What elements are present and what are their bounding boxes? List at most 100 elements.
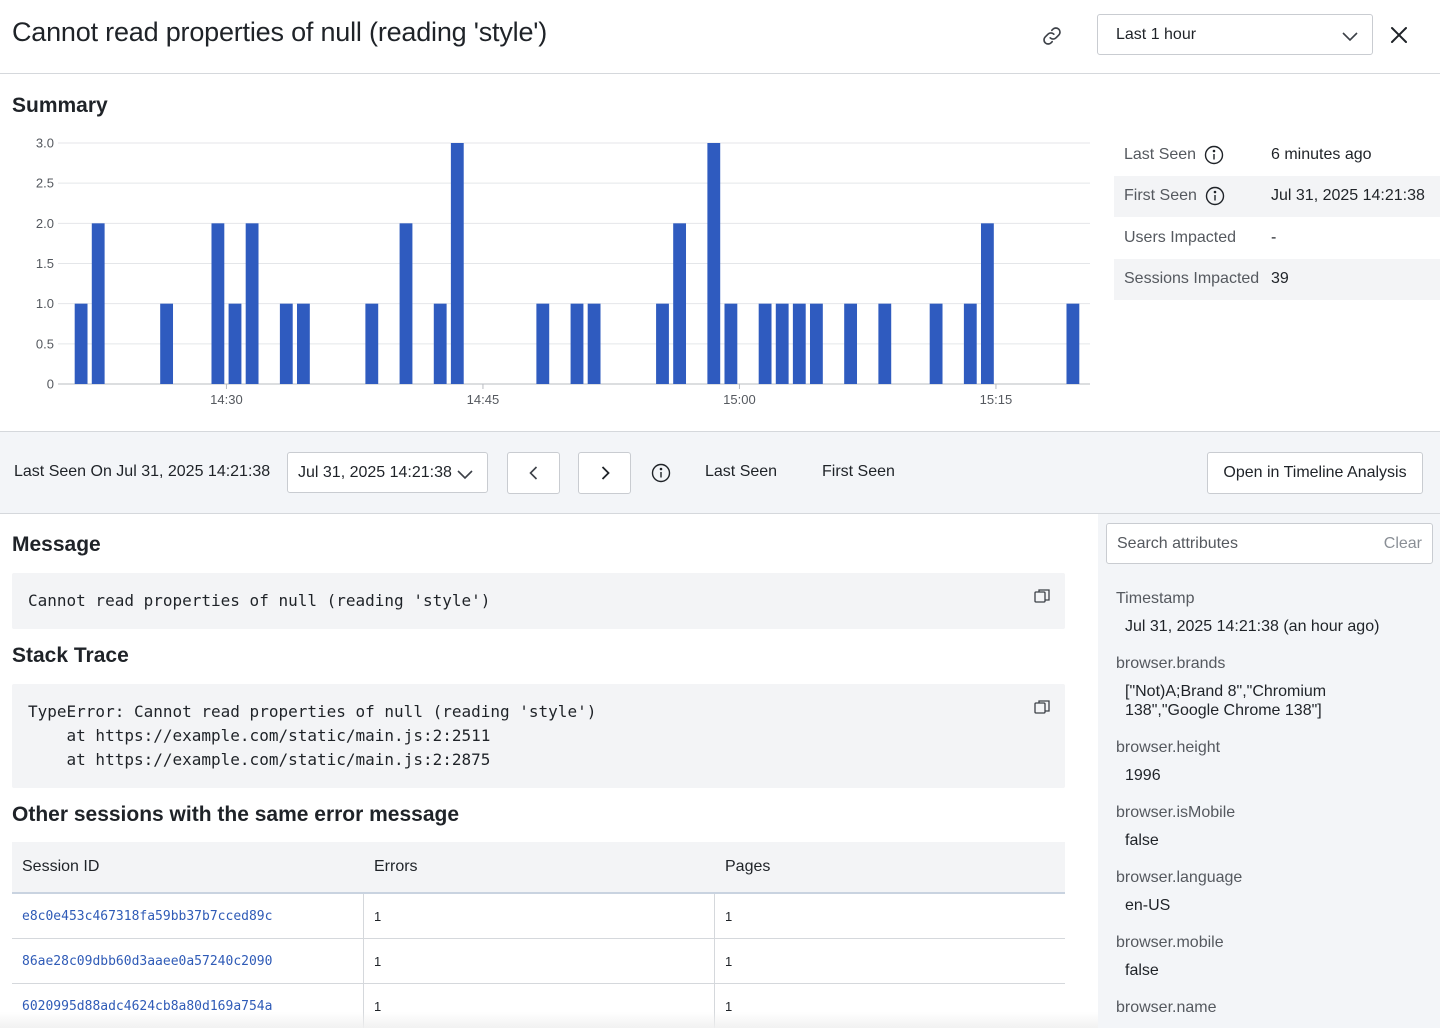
stat-last-seen: Last Seen 6 minutes ago (1114, 134, 1440, 176)
attribute-value: ["Not)A;Brand 8","Chromium 138","Google … (1125, 683, 1327, 719)
y-tick-label: 3.0 (36, 136, 54, 151)
chart-bar (929, 303, 943, 384)
session-id-link[interactable]: e8c0e453c467318fa59bb37b7cced89c (22, 908, 273, 924)
occurrence-value: Jul 31, 2025 14:21:38 (298, 463, 452, 481)
chart-bar (1066, 303, 1080, 384)
session-id-link[interactable]: 86ae28c09dbb60d3aaee0a57240c2090 (22, 953, 273, 969)
chevron-right-icon (601, 466, 610, 480)
stat-sessions-impacted: Sessions Impacted 39 (1114, 258, 1440, 300)
chart-bar (279, 303, 293, 384)
chart-bar (570, 303, 584, 384)
chart-bar (878, 303, 892, 384)
last-seen-on-label: Last Seen On Jul 31, 2025 14:21:38 (14, 463, 271, 480)
attribute-value: false (1125, 962, 1159, 979)
copy-icon[interactable] (1033, 698, 1051, 716)
column-header[interactable]: Pages (725, 858, 771, 875)
error-detail-header: Cannot read properties of null (reading … (0, 0, 1440, 74)
chart-bar (775, 303, 789, 384)
attribute-key: Timestamp (1116, 590, 1195, 607)
stat-value: - (1271, 228, 1277, 246)
stack-line: at https://example.com/static/main.js:2:… (28, 726, 491, 745)
previous-occurrence-button[interactable] (507, 452, 560, 494)
attribute-value: en-US (1125, 897, 1171, 914)
chart-bar (245, 223, 259, 384)
summary-stats: Last Seen 6 minutes ago First Seen Jul 3… (1114, 134, 1440, 300)
chart-bar (74, 303, 88, 384)
attribute-key: browser.language (1116, 869, 1243, 886)
sessions-table: Session ID Errors Pages e8c0e453c467318f… (12, 842, 1065, 1028)
scroll-fade (0, 1012, 1098, 1028)
open-timeline-analysis-button[interactable]: Open in Timeline Analysis (1207, 452, 1423, 494)
attribute-value: Jul 31, 2025 14:21:38 (an hour ago) (1125, 618, 1380, 635)
stat-label: First Seen (1124, 187, 1197, 205)
jump-last-seen-link[interactable]: Last Seen (705, 463, 778, 480)
occurrences-bar-chart: 0 0.5 1.0 1.5 2.0 2.5 3.0 14:30 14:45 15:00 15:15 (36, 136, 1090, 407)
time-range-select[interactable]: Last 1 hour (1097, 14, 1373, 55)
pages-cell: 1 (725, 953, 733, 969)
table-row: e8c0e453c467318fa59bb37b7cced89c 1 1 (12, 894, 1065, 939)
column-header[interactable]: Session ID (22, 858, 100, 875)
column-header[interactable]: Errors (374, 858, 418, 875)
chart-bar (792, 303, 806, 384)
close-button[interactable] (1386, 22, 1412, 48)
chart-bar (91, 223, 105, 384)
attribute-key: browser.isMobile (1116, 804, 1236, 821)
clear-search-button[interactable]: Clear (1383, 534, 1422, 552)
search-placeholder: Search attributes (1117, 534, 1238, 552)
summary-heading: Summary (12, 94, 108, 117)
table-row: 86ae28c09dbb60d3aaee0a57240c2090 1 1 (12, 939, 1065, 984)
stack-line: at https://example.com/static/main.js:2:… (28, 750, 491, 769)
stat-value: 6 minutes ago (1271, 145, 1372, 163)
chart-bar (656, 303, 669, 384)
chart-bar (399, 223, 413, 384)
info-icon[interactable] (1205, 186, 1225, 206)
occurrence-select[interactable]: Jul 31, 2025 14:21:38 (287, 452, 488, 493)
stat-users-impacted: Users Impacted - (1114, 217, 1440, 259)
x-tick-label: 14:45 (467, 392, 500, 407)
stat-first-seen: First Seen Jul 31, 2025 14:21:38 (1114, 175, 1440, 217)
copy-link-button[interactable] (1038, 22, 1066, 50)
stat-label: Sessions Impacted (1124, 270, 1260, 288)
attribute-search-input[interactable]: Search attributes Clear (1106, 523, 1433, 564)
chart-bar (365, 303, 379, 384)
chart-bar (844, 303, 858, 384)
chart-bar (809, 303, 823, 384)
attribute-key: browser.name (1116, 999, 1217, 1016)
message-box: Cannot read properties of null (reading … (12, 573, 1065, 629)
copy-icon[interactable] (1033, 587, 1051, 605)
chart-bar (707, 143, 721, 384)
errors-cell: 1 (364, 939, 715, 983)
chart-bar (673, 223, 687, 384)
y-tick-label: 1.0 (36, 296, 54, 311)
stack-line: TypeError: Cannot read properties of nul… (28, 702, 597, 721)
chevron-down-icon (457, 470, 473, 480)
chevron-down-icon (1342, 32, 1358, 42)
stat-label: Last Seen (1124, 145, 1197, 163)
chart-bar (758, 303, 772, 384)
pages-cell: 1 (725, 998, 733, 1014)
y-tick-label: 0 (47, 377, 54, 392)
stat-value: 39 (1271, 270, 1289, 288)
y-tick-label: 1.5 (36, 256, 54, 271)
y-tick-label: 2.0 (36, 216, 54, 231)
errors-cell: 1 (364, 984, 715, 1028)
info-icon[interactable] (1204, 145, 1224, 165)
message-heading: Message (12, 533, 101, 556)
stat-value: Jul 31, 2025 14:21:38 (1271, 187, 1425, 205)
x-tick-label: 14:30 (210, 392, 243, 407)
info-icon (651, 463, 671, 483)
chart-bar (433, 303, 447, 384)
page-title: Cannot read properties of null (reading … (12, 17, 548, 47)
chart-bar (963, 303, 977, 384)
chart-bar (160, 303, 174, 384)
occurrence-toolbar: Last Seen On Jul 31, 2025 14:21:38 Jul 3… (0, 431, 1440, 514)
other-sessions-heading: Other sessions with the same error messa… (12, 803, 460, 826)
attributes-panel: Search attributes Clear Timestamp Jul 31… (1098, 514, 1440, 1028)
jump-first-seen-link[interactable]: First Seen (822, 463, 895, 480)
pages-cell: 1 (725, 908, 733, 924)
next-occurrence-button[interactable] (578, 452, 631, 494)
occurrence-info-button[interactable] (650, 462, 672, 484)
chart-bar (536, 303, 550, 384)
session-id-link[interactable]: 6020995d88adc4624cb8a80d169a754a (22, 998, 273, 1014)
stack-trace-heading: Stack Trace (12, 644, 129, 667)
